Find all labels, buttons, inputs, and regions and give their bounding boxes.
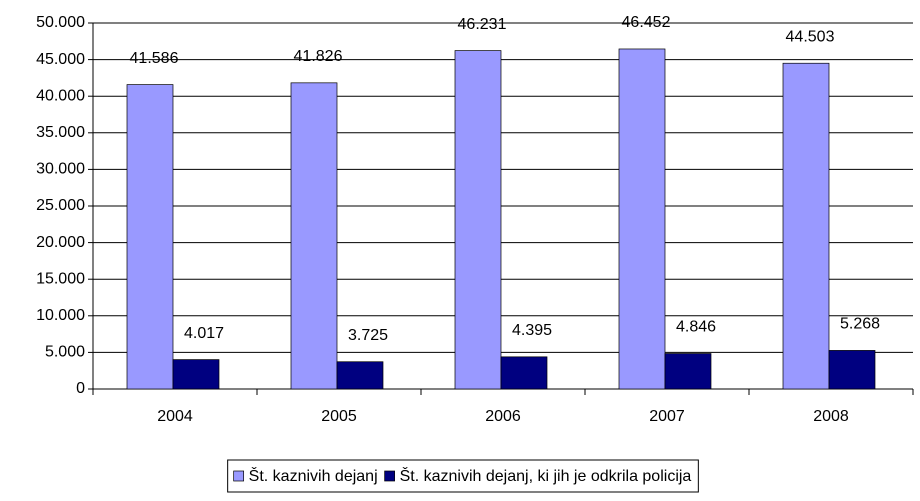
bar	[828, 350, 876, 390]
value-label: 46.231	[458, 16, 507, 33]
x-tick-label: 2006	[485, 408, 521, 425]
x-tick-label: 2007	[649, 408, 685, 425]
bar	[290, 82, 338, 390]
value-label: 44.503	[786, 28, 835, 45]
y-tick-label: 50.000	[36, 14, 85, 31]
y-tick-label: 20.000	[36, 234, 85, 251]
y-tick-label: 25.000	[36, 197, 85, 214]
value-label: 4.395	[512, 322, 552, 339]
bar	[126, 84, 174, 390]
y-tick-label: 45.000	[36, 51, 85, 68]
value-label: 5.268	[840, 316, 880, 333]
y-tick-label: 10.000	[36, 307, 85, 324]
bar	[454, 50, 502, 390]
legend-box	[227, 459, 699, 493]
y-tick-label: 40.000	[36, 87, 85, 104]
bar	[500, 356, 548, 390]
bar	[172, 359, 220, 390]
bar	[664, 353, 712, 390]
legend-label: Št. kaznivih dejanj	[249, 466, 378, 485]
y-tick-label: 15.000	[36, 270, 85, 287]
legend-marker	[384, 470, 395, 482]
value-label: 41.586	[130, 50, 179, 67]
value-label: 46.452	[622, 14, 671, 31]
x-tick-label: 2005	[321, 408, 357, 425]
x-tick-label: 2008	[813, 408, 849, 425]
value-label: 41.826	[294, 48, 343, 65]
y-tick-label: 30.000	[36, 161, 85, 178]
value-label: 4.017	[184, 325, 224, 342]
y-tick-label: 35.000	[36, 124, 85, 141]
value-label: 3.725	[348, 327, 388, 344]
legend-label: Št. kaznivih dejanj, ki jih je odkrila p…	[400, 466, 692, 485]
value-label: 4.846	[676, 319, 716, 336]
y-tick-label: 5.000	[45, 344, 85, 361]
bar	[782, 62, 830, 390]
bar	[336, 361, 384, 390]
y-tick-label: 0	[76, 380, 85, 397]
bar	[618, 48, 666, 390]
legend-marker	[233, 470, 245, 482]
x-tick-label: 2004	[157, 408, 193, 425]
